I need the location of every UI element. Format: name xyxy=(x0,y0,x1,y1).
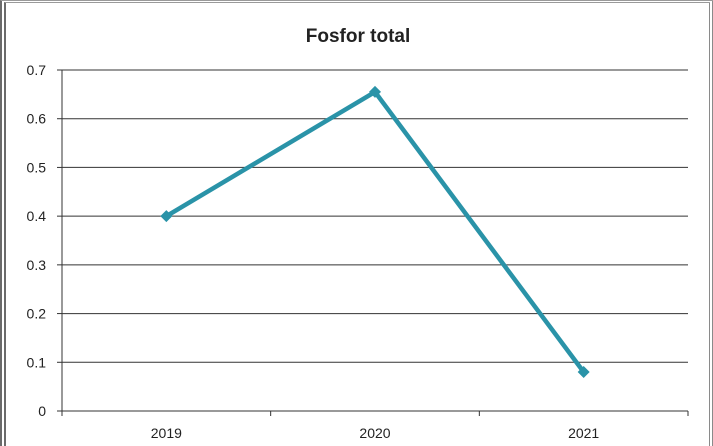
y-tick-label: 0.3 xyxy=(27,257,47,273)
x-tick-label: 2020 xyxy=(359,425,390,441)
y-tick-label: 0.1 xyxy=(27,354,47,370)
y-tick-label: 0.6 xyxy=(27,111,47,127)
axes xyxy=(57,69,689,416)
y-tick-label: 0.7 xyxy=(27,62,47,78)
y-tick-label: 0 xyxy=(38,403,46,419)
y-axis-tick-labels: 0 0.1 0.2 0.3 0.4 0.5 0.6 0.7 xyxy=(27,62,47,419)
y-tick-label: 0.4 xyxy=(27,208,47,224)
x-tick-label: 2019 xyxy=(151,425,182,441)
x-axis-tick-labels: 2019 2020 2021 xyxy=(151,425,600,441)
y-tick-label: 0.5 xyxy=(27,159,47,175)
series-line xyxy=(164,89,586,375)
gridlines xyxy=(62,69,688,363)
data-point-marker xyxy=(160,210,173,223)
data-point-marker xyxy=(577,366,590,379)
chart-title: Fosfor total xyxy=(306,26,411,47)
series xyxy=(160,85,590,379)
y-tick-label: 0.2 xyxy=(27,306,47,322)
data-point-marker xyxy=(369,85,381,98)
x-tick-label: 2021 xyxy=(568,425,599,441)
